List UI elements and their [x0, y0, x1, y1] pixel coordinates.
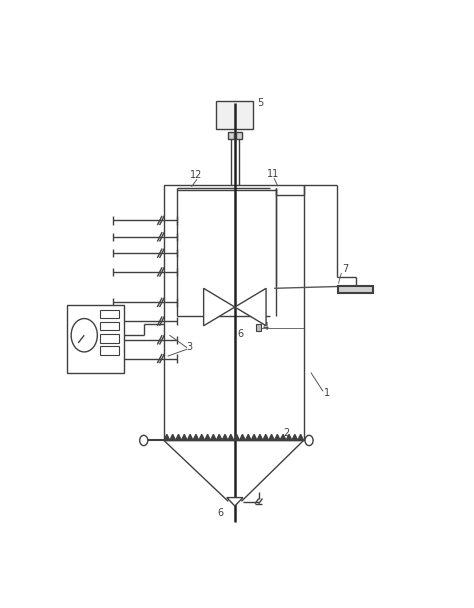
Polygon shape: [204, 288, 235, 326]
Polygon shape: [227, 497, 243, 506]
Polygon shape: [263, 434, 269, 440]
Circle shape: [71, 319, 97, 352]
Text: 6: 6: [217, 508, 223, 518]
Polygon shape: [228, 434, 234, 440]
Text: 3: 3: [186, 342, 192, 352]
Text: 2: 2: [283, 428, 290, 438]
Bar: [338, 286, 374, 293]
Polygon shape: [222, 434, 228, 440]
Polygon shape: [216, 434, 222, 440]
Polygon shape: [187, 434, 193, 440]
Polygon shape: [269, 434, 274, 440]
Polygon shape: [251, 434, 257, 440]
Polygon shape: [292, 434, 298, 440]
Text: 12: 12: [190, 170, 202, 181]
Text: 6: 6: [237, 330, 243, 339]
Text: 1: 1: [324, 388, 330, 398]
Polygon shape: [257, 434, 263, 440]
Polygon shape: [182, 434, 187, 440]
Polygon shape: [170, 434, 175, 440]
Bar: [100, 334, 119, 343]
Bar: [164, 185, 303, 440]
Polygon shape: [246, 434, 251, 440]
Text: 4: 4: [263, 322, 269, 331]
Bar: [236, 132, 242, 139]
Bar: [256, 324, 261, 331]
Polygon shape: [199, 434, 205, 440]
Polygon shape: [239, 434, 246, 440]
Text: 5: 5: [257, 98, 264, 108]
Text: 11: 11: [267, 169, 279, 179]
Bar: [100, 347, 119, 355]
Polygon shape: [286, 434, 292, 440]
Polygon shape: [274, 434, 280, 440]
Polygon shape: [234, 434, 239, 440]
Circle shape: [140, 435, 148, 446]
Polygon shape: [175, 434, 182, 440]
Text: 7: 7: [342, 264, 348, 274]
Polygon shape: [235, 288, 266, 326]
Polygon shape: [164, 434, 170, 440]
Polygon shape: [193, 434, 199, 440]
Bar: [100, 310, 119, 318]
Polygon shape: [210, 434, 216, 440]
Bar: [228, 132, 234, 139]
Bar: [66, 305, 124, 373]
Polygon shape: [298, 434, 303, 440]
Polygon shape: [280, 434, 286, 440]
Polygon shape: [205, 434, 210, 440]
Bar: [216, 101, 253, 129]
Bar: [100, 322, 119, 331]
Circle shape: [305, 435, 313, 446]
